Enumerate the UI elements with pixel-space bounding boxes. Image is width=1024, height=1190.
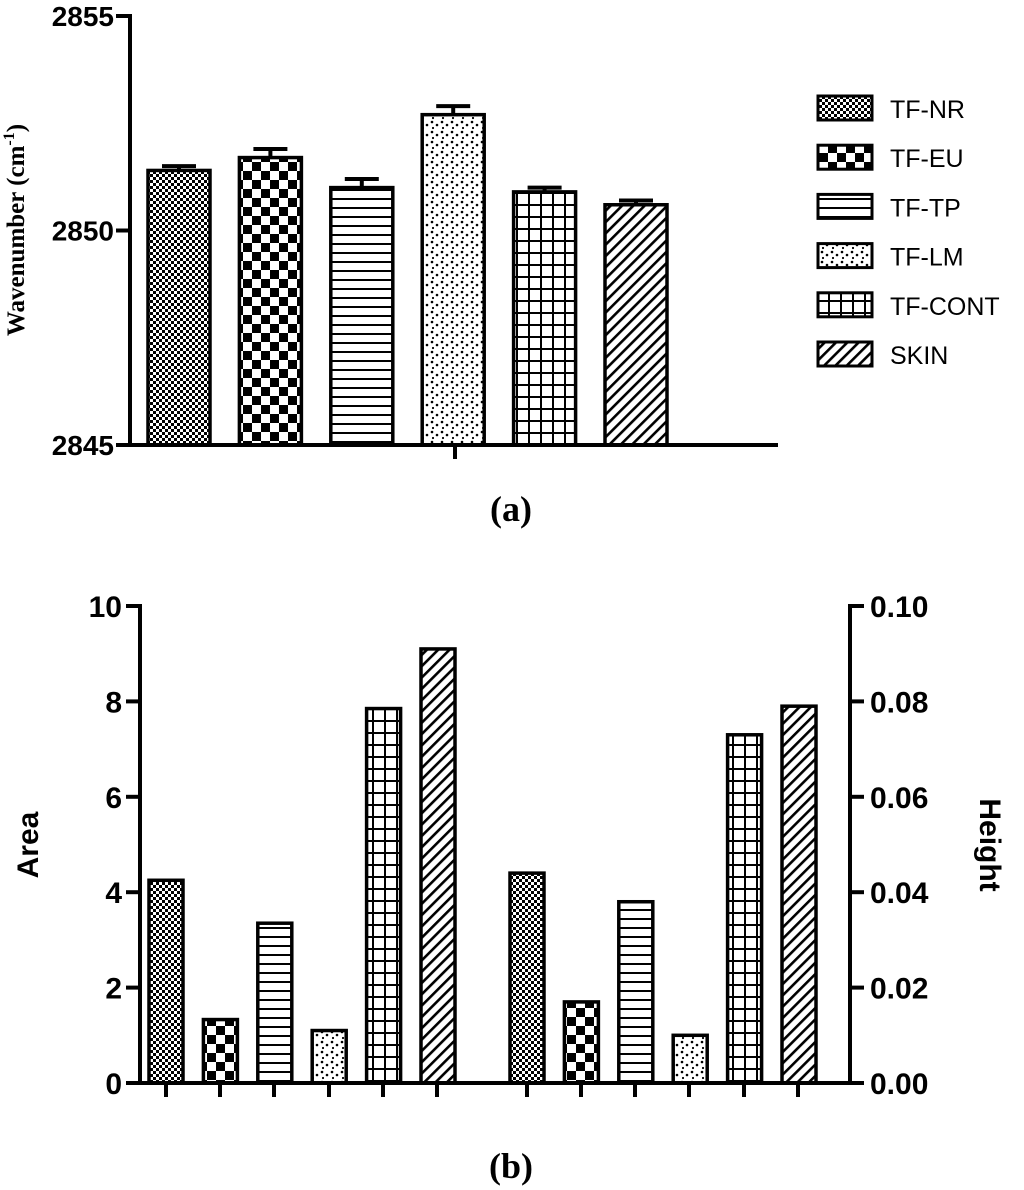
legend-item-tf-tp: TF-TP	[816, 192, 961, 222]
legend-label: TF-CONT	[890, 293, 1000, 321]
panel-b-left-tick-label: 6	[105, 782, 122, 815]
panel-b-left-tick-labels: 0 2 4 6 8 10	[89, 591, 123, 1101]
panel-a-y-tick-label: 2850	[52, 216, 114, 247]
legend-label: SKIN	[890, 342, 948, 370]
bar-area-tf-nr	[147, 878, 185, 1085]
panel-b-right-tick-label: 0.10	[870, 591, 928, 624]
panel-b-right-axis-label: Height	[973, 798, 1006, 891]
bar-tf-lm	[420, 112, 486, 447]
panel-a-y-tick-label: 2855	[52, 1, 114, 32]
bar-height-tf-tp	[617, 899, 655, 1085]
panel-b-right-tick-label: 0.04	[870, 877, 929, 910]
legend-swatch	[816, 242, 874, 270]
legend-item-skin: SKIN	[816, 340, 948, 370]
bar-skin	[603, 203, 669, 447]
bar-tf-tp	[329, 185, 395, 447]
legend-label: TF-TP	[890, 194, 961, 222]
panel-a-y-tick-labels: 2845 2850 2855	[52, 1, 114, 461]
panel-b-right-tick-label: 0.08	[870, 686, 928, 719]
bar-height-tf-cont	[725, 733, 764, 1085]
panel-a-bars	[146, 104, 669, 447]
legend-label: TF-LM	[890, 244, 964, 272]
bar-area-tf-tp	[256, 921, 294, 1085]
panel-b: 0 2 4 6 8 10 0.00 0.02 0.04 0.06 0.08 0.10 Area He…	[12, 591, 1006, 1186]
panel-b-right-tick-label: 0.00	[870, 1068, 928, 1101]
bar-height-tf-lm	[671, 1033, 709, 1085]
legend-swatch	[816, 291, 874, 319]
bar-height-skin	[780, 704, 818, 1085]
bar-height-tf-nr	[508, 871, 546, 1085]
legend-item-tf-cont: TF-CONT	[816, 291, 1000, 321]
bar-area-tf-lm	[310, 1028, 348, 1085]
bar-area-tf-cont	[364, 706, 403, 1085]
panel-b-right-tick-labels: 0.00 0.02 0.04 0.06 0.08 0.10	[870, 591, 929, 1101]
legend-label: TF-EU	[890, 145, 964, 173]
legend-swatch	[816, 192, 874, 220]
panel-b-right-tick-label: 0.02	[870, 973, 928, 1006]
legend-swatch	[816, 340, 874, 368]
panel-a-y-tick-label: 2845	[52, 430, 114, 461]
panel-a-y-axis-label: Wavenumber (cm-1)	[1, 124, 30, 336]
panel-b-left-tick-label: 8	[105, 686, 122, 719]
panel-b-right-tick-label: 0.06	[870, 782, 928, 815]
panel-b-left-tick-label: 10	[89, 591, 122, 624]
panel-a-legend: TF-NR TF-EU TF-TP TF-LM TF-CONT SKIN	[816, 94, 1000, 370]
bar-tf-nr	[146, 168, 212, 447]
panel-b-left-tick-label: 2	[105, 973, 122, 1006]
panel-b-left-tick-label: 4	[105, 877, 122, 910]
panel-b-left-axis-label: Area	[12, 811, 45, 878]
legend-item-tf-lm: TF-LM	[816, 242, 964, 272]
panel-b-axes	[126, 604, 864, 1097]
legend-item-tf-eu: TF-EU	[816, 143, 964, 173]
panel-a: 2845 2850 2855 Wavenumber (cm-1) TF-NR TF-E…	[1, 1, 1000, 529]
panel-b-label: (b)	[489, 1146, 533, 1186]
panel-b-left-tick-label: 0	[105, 1068, 122, 1101]
panel-a-axes	[116, 14, 778, 459]
legend-label: TF-NR	[890, 96, 965, 124]
bar-height-tf-eu	[562, 1000, 601, 1085]
panel-b-bars	[147, 647, 818, 1085]
bar-tf-eu	[237, 155, 304, 447]
panel-a-label: (a)	[490, 489, 532, 529]
legend-swatch	[816, 94, 874, 122]
legend-item-tf-nr: TF-NR	[816, 94, 965, 124]
bar-tf-cont	[511, 190, 578, 447]
bar-area-tf-eu	[201, 1017, 240, 1085]
bar-area-skin	[419, 647, 457, 1085]
legend-swatch	[816, 143, 874, 171]
